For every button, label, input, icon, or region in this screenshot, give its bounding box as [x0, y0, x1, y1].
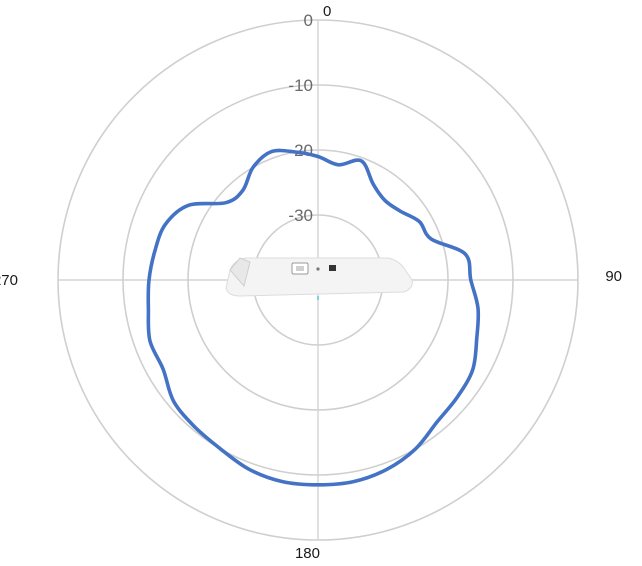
- radial-tick-labels: 0-10-20-30: [288, 11, 313, 225]
- angle-tick-label: 270: [0, 272, 18, 289]
- polar-grid: [57, 19, 579, 541]
- radial-tick-label: -30: [288, 206, 313, 225]
- angle-tick-label: 180: [295, 545, 320, 562]
- radial-tick-label: -10: [288, 76, 313, 95]
- angle-tick-labels: 0 90 180 270: [0, 3, 622, 562]
- angle-tick-label: 0: [323, 3, 331, 20]
- grid-ring: [187, 149, 449, 411]
- radial-tick-label: 0: [304, 11, 313, 30]
- angle-tick-label: 90: [605, 268, 622, 285]
- grid-ring: [122, 84, 514, 476]
- grid-ring: [57, 19, 579, 541]
- access-point-device-image: [225, 257, 413, 300]
- series-line: [146, 148, 481, 487]
- series-group: [146, 148, 481, 487]
